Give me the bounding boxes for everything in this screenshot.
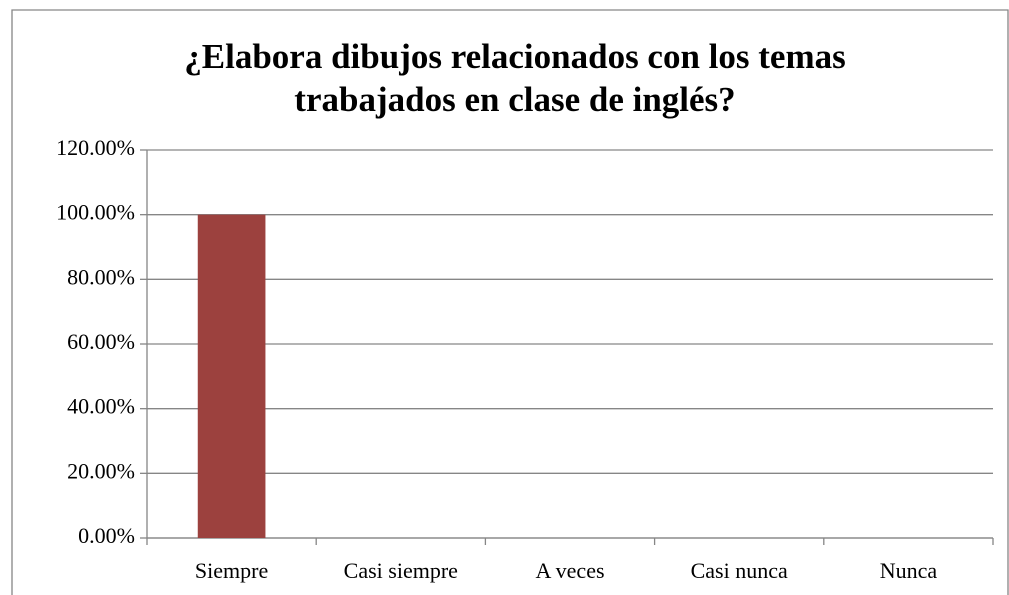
x-tick-label: Siempre <box>195 558 268 583</box>
x-tick-label: Casi siempre <box>344 558 458 583</box>
y-tick-label: 20.00% <box>67 458 135 483</box>
chart-title: trabajados en clase de inglés? <box>294 80 735 119</box>
x-tick-label: Casi nunca <box>691 558 788 583</box>
y-tick-label: 120.00% <box>56 135 135 160</box>
x-tick-label: Nunca <box>880 558 938 583</box>
chart-border <box>11 9 1009 595</box>
y-tick-label: 80.00% <box>67 264 135 289</box>
y-tick-label: 40.00% <box>67 394 135 419</box>
bar <box>197 214 266 538</box>
y-tick-label: 0.00% <box>78 523 135 548</box>
x-tick-label: A veces <box>535 558 604 583</box>
y-tick-label: 60.00% <box>67 329 135 354</box>
chart-title: ¿Elabora dibujos relacionados con los te… <box>184 37 846 76</box>
y-tick-label: 100.00% <box>56 200 135 225</box>
